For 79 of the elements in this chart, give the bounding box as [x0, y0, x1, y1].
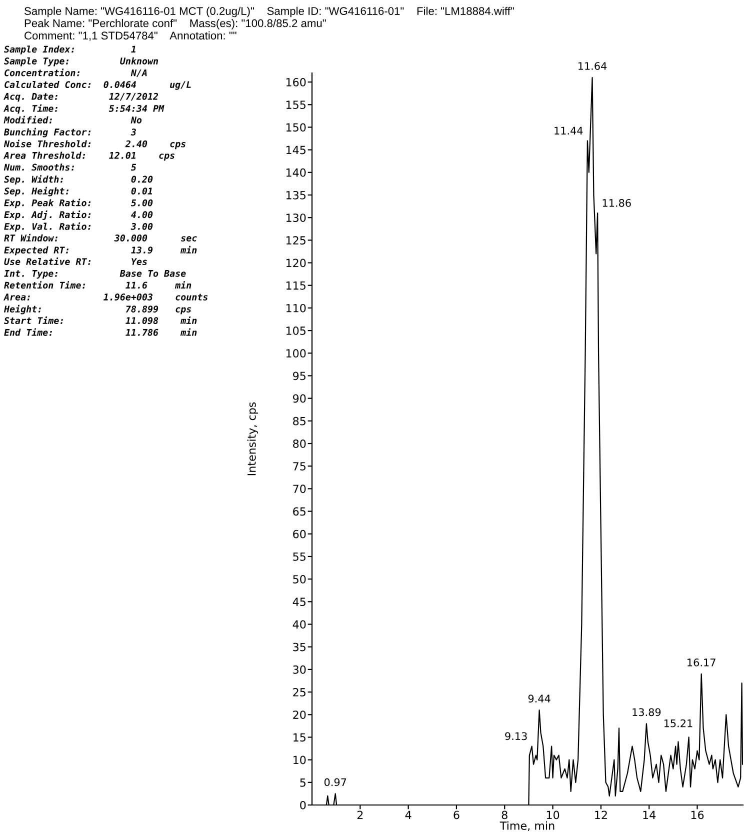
chart-title: Sample Name: "WG416116-01 MCT (0.2ug/L)" Sample ID: "WG416116-01" File: "LM18884.wiff": [24, 6, 514, 18]
annotation: 13.89: [632, 708, 661, 716]
text: RT Window: 30.000 sec: [4, 234, 197, 242]
text: Peak Name: "Perchlorate conf" Mass(es): "100.8/85.2 amu" Comment: "1,1 STD54784" Annotation: "": [24, 19, 326, 41]
y-tick-label: 125: [286, 236, 306, 245]
y-tick-label: 40: [292, 620, 306, 629]
y-tick-label: 160: [286, 78, 306, 86]
text: Height: 78.899 cps: [4, 304, 192, 314]
annotation: 16.17: [688, 658, 716, 666]
text: Expected RT: 13.9 min: [4, 246, 197, 256]
y-tick-label: 55: [293, 552, 306, 561]
y-tick-label: 145: [286, 146, 306, 154]
y-tick-label: 35: [293, 642, 306, 652]
y-tick-label: 20: [293, 710, 306, 720]
x-tick-label: 16: [691, 810, 704, 820]
text: Start Time: 11.098 min: [4, 316, 197, 324]
annotation: 9.44: [528, 694, 550, 703]
y-tick-label: 90: [293, 394, 306, 403]
y-tick-label: 140: [286, 168, 306, 177]
text: Area Threshold: 12.01 cps: [3, 152, 174, 161]
y-tick-label: 60: [293, 530, 306, 538]
y-tick-label: 105: [286, 326, 306, 335]
annotation: 11.64: [578, 62, 607, 70]
y-tick-label: 130: [286, 214, 306, 222]
text: End Time: 11.786 min: [4, 328, 197, 336]
text: Area: 1.96e+003 counts: [3, 294, 208, 300]
x-tick-label: 10: [546, 810, 560, 820]
y-tick-label: 80: [293, 439, 306, 448]
x-tick-label: 2: [357, 810, 363, 819]
text: Acq. Time: 5:54:34 PM: [3, 104, 164, 114]
annotation: 15.21: [664, 719, 692, 728]
y-tick-label: 10: [294, 756, 306, 764]
y-tick-label: 50: [293, 575, 306, 584]
y-tick-label: 75: [293, 462, 306, 470]
text: Num. Smooths: 5: [4, 164, 136, 171]
x-tick-label: 8: [502, 810, 508, 820]
y-tick-label: 120: [286, 258, 306, 268]
text: Sep. Height: 0.01: [4, 186, 152, 196]
text: Exp. Val. Ratio: 3.00: [4, 222, 153, 232]
y-tick-label: 25: [293, 688, 306, 696]
annotation: 9.13: [505, 732, 527, 740]
annotation: 11.44: [554, 126, 583, 134]
text: Bunching Factor: 3: [4, 128, 136, 138]
y-tick-label: 95: [293, 372, 306, 380]
y-tick-label: 100: [286, 349, 306, 358]
text: Sample Type: Unknown: [4, 57, 158, 66]
text: Concentration: N/A: [4, 68, 147, 77]
text: Calculated Conc: 0.0464 ug/L: [4, 80, 191, 90]
x-tick-label: 4: [405, 810, 412, 819]
x-tick-label: 14: [643, 810, 656, 819]
y-tick-label: 155: [286, 100, 306, 110]
text: Noise Threshold: 2.40 cps: [4, 140, 186, 150]
text: Retention Time: 11.6 min: [4, 281, 192, 289]
annotation: 11.86: [602, 199, 631, 207]
x-tick-label: 6: [454, 810, 460, 820]
y-tick-label: 135: [286, 190, 306, 200]
y-tick-label: 15: [294, 733, 306, 742]
y-tick-label: 70: [293, 484, 306, 494]
text: Use Relative RT: Yes: [4, 257, 147, 266]
y-tick-label: 110: [286, 304, 306, 312]
text: Sample Index: 1: [4, 46, 136, 54]
y-tick-label: 45: [292, 598, 306, 606]
text: Exp. Adj. Ratio: 4.00: [4, 210, 153, 220]
y-tick-label: 115: [286, 281, 306, 290]
y-tick-label: 85: [293, 416, 306, 426]
y-tick-label: 0: [300, 800, 306, 810]
text: Sep. Width: 0.20: [4, 175, 153, 184]
y-tick-label: 5: [300, 778, 306, 787]
text: Acq. Date: 12/7/2012: [3, 92, 158, 102]
y-tick-label: 65: [293, 507, 306, 516]
text: Int. Type: Base To Base: [4, 270, 186, 279]
y-tick-label: 150: [286, 123, 306, 132]
annotation: 0.97: [324, 778, 346, 786]
y-axis-title: Intensity, cps: [247, 402, 258, 476]
text: Exp. Peak Ratio: 5.00: [4, 198, 153, 208]
text: Modified: No: [4, 116, 142, 124]
x-tick-label: 12: [595, 810, 607, 819]
y-tick-label: 30: [293, 665, 306, 674]
x-axis-title: Time, min: [500, 821, 554, 832]
